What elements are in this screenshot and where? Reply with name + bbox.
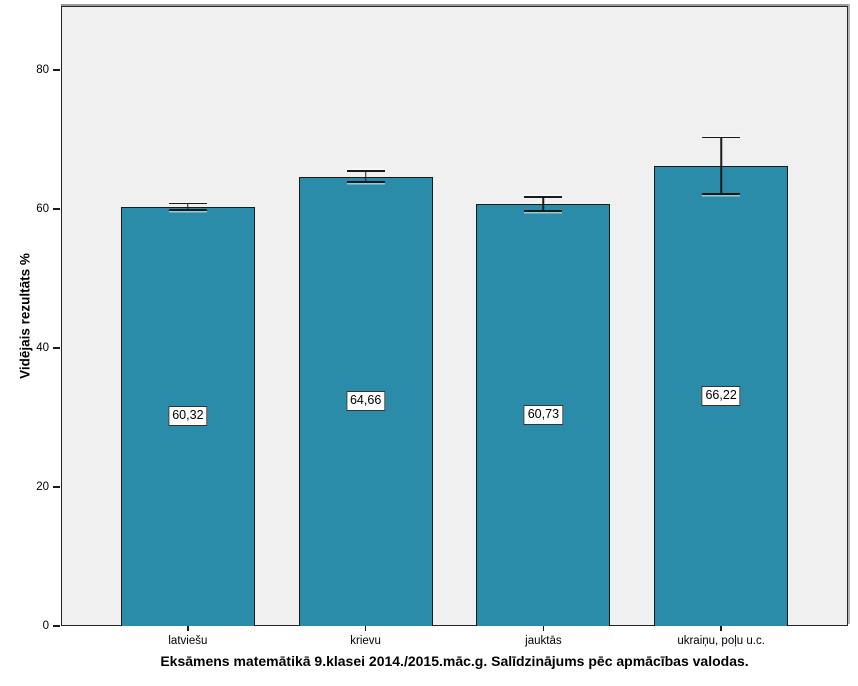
x-tick-mark	[364, 626, 367, 631]
chart-title: Eksāmens matemātikā 9.klasei 2014./2015.…	[160, 653, 749, 669]
plot-area	[61, 6, 848, 626]
y-tick-label: 60	[36, 202, 49, 215]
x-category-label: latviešu	[168, 635, 208, 647]
x-category-label: ukraiņu, poļu u.c.	[677, 635, 765, 647]
x-category-label: jauktās	[525, 635, 562, 647]
y-tick-mark	[53, 347, 60, 349]
y-tick-label: 20	[36, 480, 49, 493]
x-category-label: krievu	[350, 635, 381, 647]
y-tick-mark	[53, 208, 60, 210]
y-tick-mark	[53, 486, 60, 488]
x-tick-mark	[542, 626, 545, 631]
x-tick-mark	[187, 626, 189, 631]
y-axis-label: Vidējais rezultāts %	[17, 253, 33, 379]
y-tick-label: 0	[42, 620, 49, 632]
y-tick-mark	[53, 69, 60, 71]
y-tick-label: 80	[36, 63, 49, 76]
y-tick-mark	[53, 625, 60, 627]
x-tick-mark	[720, 626, 722, 631]
